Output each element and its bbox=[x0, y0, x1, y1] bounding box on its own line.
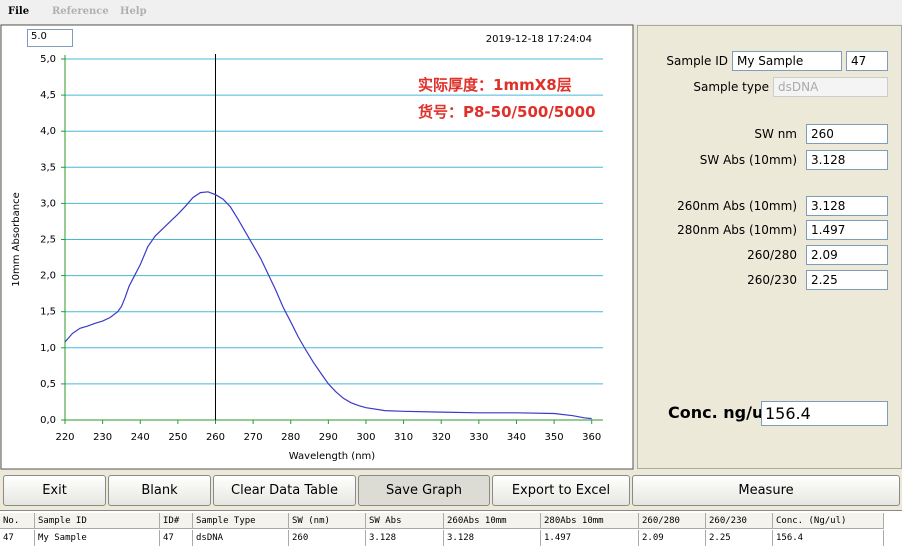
y-tick-label: 4,0 bbox=[40, 126, 56, 137]
spectrum-line bbox=[64, 191, 592, 420]
conc-field: 156.4 bbox=[761, 401, 888, 426]
table-cell: dsDNA bbox=[193, 530, 289, 546]
annotation: 实际厚度：1mmX8层 bbox=[418, 76, 572, 94]
table-cell: 47 bbox=[160, 530, 193, 546]
x-tick-label: 300 bbox=[356, 432, 375, 443]
column-header: ID# bbox=[160, 513, 193, 529]
column-header: Conc. (Ng/ul) bbox=[773, 513, 884, 529]
measure-button[interactable]: Measure bbox=[632, 475, 900, 506]
menu-item[interactable]: Reference bbox=[52, 6, 109, 17]
field-label: SW Abs (10mm) bbox=[699, 153, 797, 167]
timestamp: 2019-12-18 17:24:04 bbox=[486, 34, 592, 45]
save-graph-button[interactable]: Save Graph bbox=[358, 475, 490, 506]
x-tick-label: 250 bbox=[168, 432, 187, 443]
column-header: 260Abs 10mm bbox=[444, 513, 541, 529]
column-header: Sample ID bbox=[35, 513, 160, 529]
ratio-field: 2.09 bbox=[806, 245, 888, 265]
column-header: 260/230 bbox=[706, 513, 773, 529]
x-tick-label: 270 bbox=[244, 432, 263, 443]
table-cell: 3.128 bbox=[444, 530, 541, 546]
column-header: 260/280 bbox=[639, 513, 706, 529]
column-header: Sample Type bbox=[193, 513, 289, 529]
x-axis-label: Wavelength (nm) bbox=[289, 451, 375, 462]
clear-button[interactable]: Clear Data Table bbox=[213, 475, 356, 506]
field-label: 260/280 bbox=[747, 248, 797, 262]
y-tick-label: 5,0 bbox=[40, 54, 56, 65]
x-tick-label: 320 bbox=[432, 432, 451, 443]
x-tick-label: 290 bbox=[319, 432, 338, 443]
x-tick-label: 350 bbox=[545, 432, 564, 443]
blank-button[interactable]: Blank bbox=[108, 475, 211, 506]
x-tick-label: 330 bbox=[469, 432, 488, 443]
y-tick-label: 2,0 bbox=[40, 271, 56, 282]
table-cell: 3.128 bbox=[366, 530, 444, 546]
field-label: 260nm Abs (10mm) bbox=[677, 199, 797, 213]
menu-item[interactable]: File bbox=[8, 6, 30, 17]
y-axis-label: 10mm Absorbance bbox=[11, 192, 22, 286]
table-cell: 260 bbox=[289, 530, 366, 546]
field-label: Sample ID bbox=[666, 54, 728, 68]
table-cell: 2.09 bbox=[639, 530, 706, 546]
field-label: Sample type bbox=[693, 80, 769, 94]
sample-type-select[interactable]: dsDNA bbox=[773, 77, 888, 97]
column-header: SW Abs bbox=[366, 513, 444, 529]
y-tick-label: 0,5 bbox=[40, 379, 56, 390]
y-tick-label: 3,0 bbox=[40, 198, 56, 209]
conc-label: Conc. ng/ul bbox=[668, 403, 769, 422]
y-tick-label: 4,5 bbox=[40, 90, 56, 101]
menu-item[interactable]: Help bbox=[120, 6, 147, 17]
menu-bar bbox=[0, 0, 902, 24]
table-cell: 156.4 bbox=[773, 530, 884, 546]
table-cell: 1.497 bbox=[541, 530, 639, 546]
exit-button[interactable]: Exit bbox=[3, 475, 106, 506]
id-input[interactable]: 47 bbox=[846, 51, 888, 71]
field-label: 260/230 bbox=[747, 273, 797, 287]
plot-frame bbox=[0, 24, 634, 470]
table-cell: 2.25 bbox=[706, 530, 773, 546]
annotation: 货号：P8-50/500/5000 bbox=[418, 103, 596, 121]
abs280-field: 1.497 bbox=[806, 220, 888, 240]
x-tick-label: 220 bbox=[55, 432, 74, 443]
field-label: SW nm bbox=[754, 127, 797, 141]
abs260-field: 3.128 bbox=[806, 196, 888, 216]
y-tick-label: 2,5 bbox=[40, 235, 56, 246]
y-tick-label: 3,5 bbox=[40, 162, 56, 173]
column-header: No. bbox=[0, 513, 35, 529]
sample-id-input[interactable]: My Sample bbox=[732, 51, 842, 71]
y-tick-label: 0,0 bbox=[40, 415, 56, 426]
x-tick-label: 260 bbox=[206, 432, 225, 443]
ratio-field: 2.25 bbox=[806, 270, 888, 290]
column-header: SW (nm) bbox=[289, 513, 366, 529]
table-cell: My Sample bbox=[35, 530, 160, 546]
scale-spinner[interactable]: 5.0 bbox=[27, 29, 73, 47]
x-tick-label: 230 bbox=[93, 432, 112, 443]
x-tick-label: 280 bbox=[281, 432, 300, 443]
x-tick-label: 240 bbox=[131, 432, 150, 443]
sw-abs-field: 3.128 bbox=[806, 150, 888, 170]
sw-nm-spinner[interactable]: 260 bbox=[806, 124, 888, 144]
y-tick-label: 1,0 bbox=[40, 343, 56, 354]
y-tick-label: 1,5 bbox=[40, 307, 56, 318]
plot-panel: 0,0 0,5 1,0 1,5 2,0 2,5 3,0 3,5 4,0 4,5 5,0 220 230 2… bbox=[0, 24, 634, 470]
x-tick-label: 340 bbox=[507, 432, 526, 443]
table-cell: 47 bbox=[0, 530, 35, 546]
x-tick-label: 360 bbox=[582, 432, 601, 443]
x-tick-label: 310 bbox=[394, 432, 413, 443]
export-button[interactable]: Export to Excel bbox=[492, 475, 630, 506]
column-header: 280Abs 10mm bbox=[541, 513, 639, 529]
field-label: 280nm Abs (10mm) bbox=[677, 223, 797, 237]
